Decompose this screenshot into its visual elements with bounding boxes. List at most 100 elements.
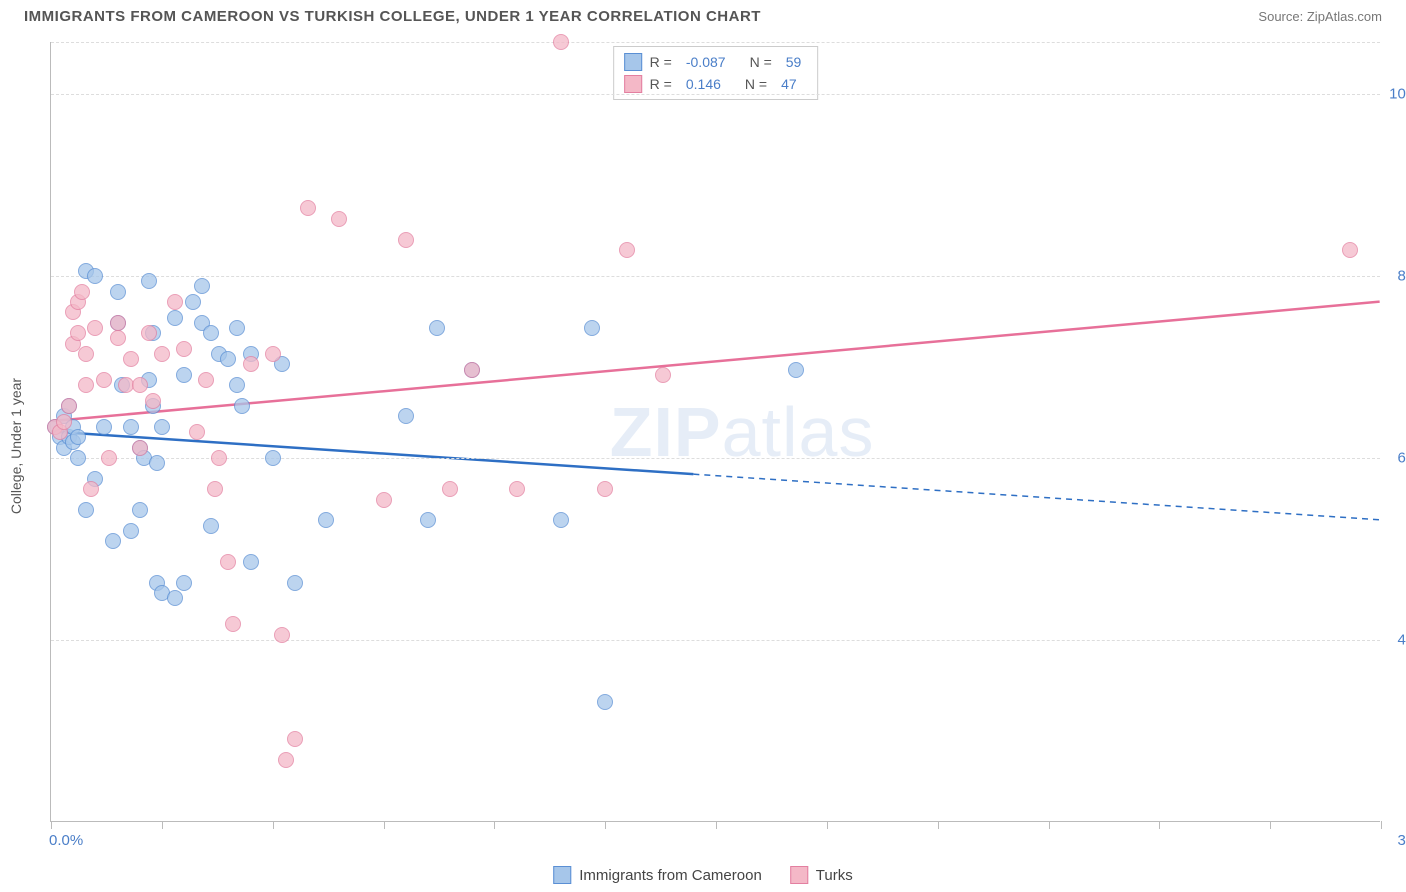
scatter-point [331,211,347,227]
scatter-point [788,362,804,378]
watermark: ZIPatlas [610,392,875,472]
scatter-point [96,419,112,435]
scatter-point [207,481,223,497]
chart-plot-area: ZIPatlas R =-0.087N =59R =0.146N =47 0.0… [50,42,1380,822]
scatter-point [70,325,86,341]
scatter-point [176,367,192,383]
scatter-point [61,398,77,414]
scatter-point [132,440,148,456]
scatter-point [78,502,94,518]
scatter-point [176,341,192,357]
scatter-point [274,627,290,643]
n-label: N = [745,73,767,95]
legend-item: Turks [790,866,853,884]
r-label: R = [650,73,672,95]
x-tick [938,821,939,829]
legend-stat-row: R =0.146N =47 [624,73,808,95]
scatter-point [167,590,183,606]
scatter-point [110,315,126,331]
x-tick [1159,821,1160,829]
scatter-point [167,294,183,310]
scatter-point [234,398,250,414]
scatter-point [655,367,671,383]
x-tick [605,821,606,829]
legend-swatch [624,75,642,93]
y-axis-label: College, Under 1 year [8,378,24,514]
gridline [51,42,1380,43]
scatter-point [110,284,126,300]
x-tick [51,821,52,829]
scatter-point [123,523,139,539]
scatter-point [132,502,148,518]
y-tick-label: 47.5% [1385,632,1406,649]
scatter-point [87,268,103,284]
scatter-point [96,372,112,388]
legend-swatch [790,866,808,884]
scatter-point [83,481,99,497]
legend-swatch [553,866,571,884]
scatter-point [278,752,294,768]
x-tick [1270,821,1271,829]
scatter-point [225,616,241,632]
x-tick [1049,821,1050,829]
trend-line-dashed [693,474,1379,520]
n-label: N = [750,51,772,73]
n-value: 59 [786,51,802,73]
scatter-point [123,351,139,367]
scatter-point [287,731,303,747]
scatter-point [243,554,259,570]
scatter-point [597,694,613,710]
scatter-point [398,408,414,424]
x-axis-min-label: 0.0% [49,832,83,849]
gridline [51,276,1380,277]
scatter-point [132,377,148,393]
scatter-point [149,455,165,471]
scatter-point [376,492,392,508]
gridline [51,640,1380,641]
x-tick [1381,821,1382,829]
scatter-point [74,284,90,300]
scatter-point [265,450,281,466]
scatter-point [265,346,281,362]
legend-label: Immigrants from Cameroon [579,867,762,884]
scatter-point [70,429,86,445]
legend-correlation-stats: R =-0.087N =59R =0.146N =47 [613,46,819,100]
source-attribution: Source: ZipAtlas.com [1258,9,1382,24]
scatter-point [70,450,86,466]
legend-item: Immigrants from Cameroon [553,866,762,884]
scatter-point [189,424,205,440]
scatter-point [509,481,525,497]
scatter-point [464,362,480,378]
scatter-point [229,377,245,393]
x-tick [827,821,828,829]
legend-stat-row: R = -0.087 N = 59 [624,51,808,73]
scatter-point [243,356,259,372]
legend-swatch [624,53,642,71]
legend-label: Turks [816,867,853,884]
x-tick [384,821,385,829]
x-tick [716,821,717,829]
r-label: R = [650,51,672,73]
trend-lines [51,42,1380,821]
n-value: 47 [781,73,797,95]
scatter-point [420,512,436,528]
scatter-point [176,575,192,591]
scatter-point [553,34,569,50]
scatter-point [429,320,445,336]
x-tick [494,821,495,829]
x-axis-max-label: 30.0% [1397,832,1406,849]
scatter-point [154,346,170,362]
scatter-point [229,320,245,336]
scatter-point [211,450,227,466]
scatter-point [398,232,414,248]
r-value: -0.087 [686,51,726,73]
scatter-point [553,512,569,528]
y-tick-label: 65.0% [1385,450,1406,467]
scatter-point [145,393,161,409]
scatter-point [584,320,600,336]
scatter-point [141,325,157,341]
scatter-point [619,242,635,258]
scatter-point [287,575,303,591]
scatter-point [105,533,121,549]
legend-series: Immigrants from Cameroon Turks [553,866,853,884]
